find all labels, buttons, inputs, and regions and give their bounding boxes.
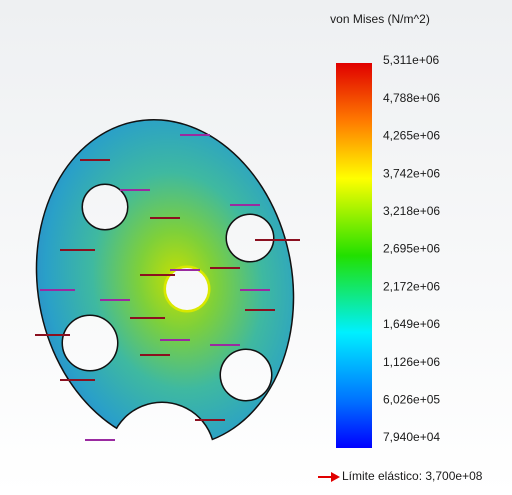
legend-label: 3,742e+06 (383, 166, 440, 180)
legend-label: 1,126e+06 (383, 355, 440, 369)
legend-label: 3,218e+06 (383, 204, 440, 218)
color-bar (336, 63, 372, 448)
legend-label: 2,172e+06 (383, 279, 440, 293)
legend-title: von Mises (N/m^2) (330, 12, 430, 26)
legend-label: 1,649e+06 (383, 317, 440, 331)
legend-label: 2,695e+06 (383, 242, 440, 256)
page: von Mises (N/m^2) 5,311e+06 4,788e+06 4,26… (0, 0, 512, 495)
yield-label: Límite elástico: 3,700e+08 (342, 469, 483, 483)
legend-label: 4,788e+06 (383, 91, 440, 105)
legend-label: 6,026e+05 (383, 392, 440, 406)
result-view: von Mises (N/m^2) 5,311e+06 4,788e+06 4,26… (0, 0, 512, 495)
legend-label: 5,311e+06 (383, 53, 439, 67)
legend-label: 7,940e+04 (383, 430, 440, 444)
legend-label: 4,265e+06 (383, 129, 440, 143)
